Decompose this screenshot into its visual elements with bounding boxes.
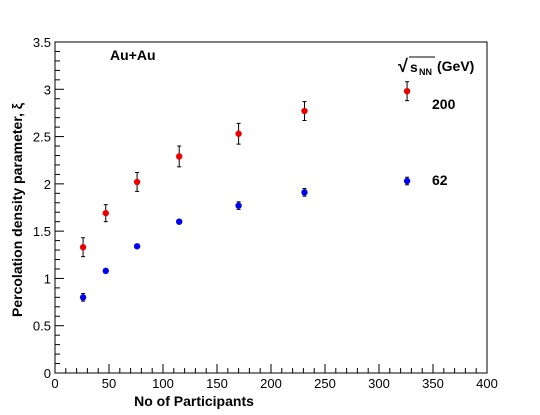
x-tick-label: 50 (102, 376, 116, 391)
x-tick-label: 100 (152, 376, 174, 391)
y-tick-label: 0 (44, 366, 51, 381)
legend-nn-subscript: NN (419, 67, 432, 77)
legend-s-symbol: s (410, 59, 418, 75)
y-tick-label: 2 (44, 177, 51, 192)
data-point (79, 244, 87, 251)
tick-labels: 0 50 100 150 200 250 300 350 400 0 0.5 1 1.5 2 2.5 3 3.5 (33, 35, 498, 391)
x-tick-label: 300 (368, 376, 390, 391)
annotation-au-au: Au+Au (110, 47, 156, 63)
y-tick-label: 0.5 (33, 319, 51, 334)
legend-unit: (GeV) (437, 58, 474, 74)
x-tick-label: 150 (206, 376, 228, 391)
x-tick-label: 200 (260, 376, 282, 391)
data-point (79, 294, 87, 301)
data-point (301, 107, 308, 115)
data-point (176, 218, 183, 225)
y-tick-label: 1 (44, 271, 51, 286)
data-point (301, 189, 308, 196)
data-point (102, 267, 109, 275)
data-point (403, 87, 411, 95)
x-tick-label: 350 (422, 376, 444, 391)
x-tick-label: 400 (476, 376, 498, 391)
y-tick-label: 2.5 (33, 130, 51, 145)
major-ticks (54, 41, 488, 374)
legend: √ s NN (GeV) 200 62 (398, 56, 474, 188)
x-axis-label: No of Participants (134, 393, 254, 409)
data-point (235, 202, 242, 209)
legend-series-200-label: 200 (432, 96, 456, 112)
data-point (102, 209, 109, 217)
data-point (133, 178, 141, 186)
x-tick-label: 0 (51, 376, 58, 391)
x-tick-label: 250 (314, 376, 336, 391)
data-point (176, 153, 183, 160)
minor-ticks (55, 50, 477, 373)
data-point (403, 177, 411, 185)
y-tick-label: 3.5 (33, 35, 51, 50)
data-point (235, 130, 242, 137)
legend-series-62-label: 62 (432, 172, 448, 188)
series-200 (79, 81, 411, 258)
y-tick-label: 3 (44, 82, 51, 97)
data-points (79, 81, 411, 302)
plot-frame (54, 41, 488, 374)
y-tick-label: 1.5 (33, 224, 51, 239)
legend-sqrt-symbol: √ (398, 56, 408, 76)
y-axis-label: Percolation density parameter, ξ (9, 102, 25, 317)
series-62 (79, 176, 411, 302)
data-point (133, 243, 141, 250)
